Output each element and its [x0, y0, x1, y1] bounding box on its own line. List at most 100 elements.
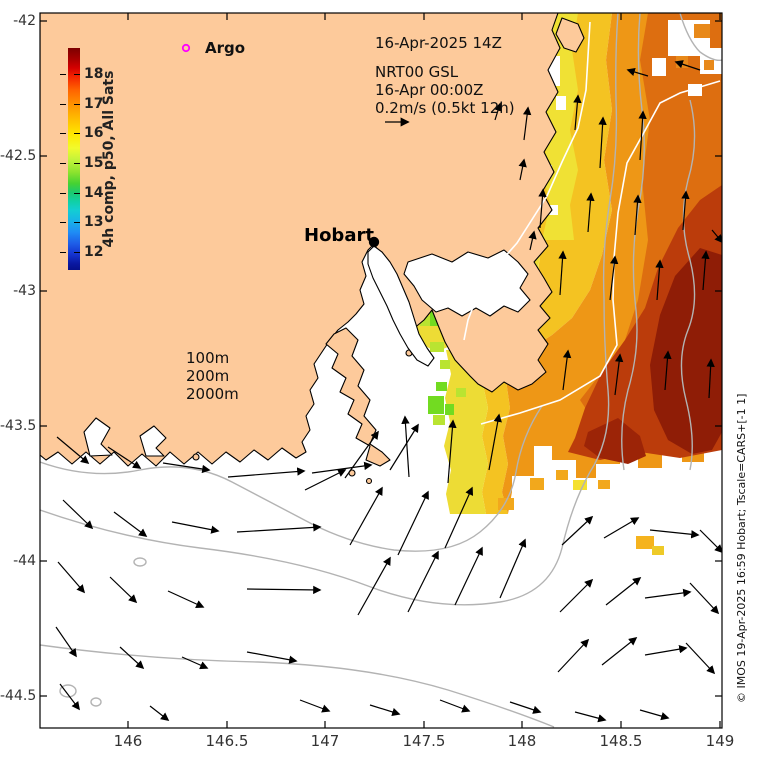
contour-100m-line — [40, 405, 543, 552]
small-island-2 — [365, 477, 373, 485]
current-arrow — [344, 430, 379, 479]
contour-200m-line — [40, 13, 619, 606]
current-arrow — [59, 683, 80, 711]
datetime-title: 16-Apr-2025 14Z — [375, 34, 502, 52]
current-arrow — [699, 529, 722, 554]
current-arrow — [639, 709, 670, 721]
current-arrow — [644, 588, 692, 599]
colorbar-tick-label-18: 18 — [84, 65, 104, 82]
current-arrow — [493, 102, 502, 121]
current-arrow — [149, 705, 170, 721]
current-arrow — [633, 194, 642, 236]
current-arrow — [614, 353, 624, 396]
current-arrow — [304, 469, 347, 491]
derwent-estuary — [367, 245, 435, 367]
sst-scattered-cells — [498, 470, 664, 555]
current-arrow — [706, 358, 715, 399]
west-inlet-1 — [83, 417, 113, 457]
current-arrow — [57, 561, 86, 594]
colorbar-tick-mark — [74, 133, 80, 135]
colorbar-tick-label-13: 13 — [84, 214, 104, 231]
bathymetry-contours — [40, 13, 722, 728]
depth-label-100m: 100m — [186, 349, 230, 367]
current-arrow — [55, 626, 77, 658]
current-arrow — [701, 250, 710, 291]
current-arrow — [167, 590, 205, 608]
current-arrow — [162, 462, 211, 474]
current-arrow — [299, 699, 331, 713]
current-arrow — [559, 578, 594, 613]
current-arrow — [626, 67, 649, 77]
contour-loop-2 — [90, 697, 102, 707]
plot-border — [39, 12, 723, 729]
model-name-label: NRT00 GSL — [375, 63, 459, 81]
current-arrow — [407, 550, 439, 613]
white-contour-coastal — [463, 21, 591, 341]
colorbar-tick-mark — [60, 103, 66, 105]
x-tick-label-147.5: 147.5 — [402, 732, 446, 750]
colorbar-tick-mark — [74, 252, 80, 254]
current-arrow — [601, 637, 638, 666]
current-arrow — [62, 499, 94, 530]
current-arrow — [509, 701, 542, 714]
y-tick-label--42.5: -42.5 — [0, 148, 37, 164]
current-arrow — [389, 423, 419, 471]
norfolk-bay — [403, 249, 531, 317]
depth-label-2000m: 2000m — [186, 385, 239, 403]
current-arrow — [357, 556, 391, 616]
colorbar-tick-label-16: 16 — [84, 125, 104, 142]
colorbar-tick-mark — [60, 133, 66, 135]
current-arrow — [711, 229, 722, 244]
current-arrow — [522, 106, 532, 141]
current-arrow — [609, 255, 619, 301]
x-tick-label-149: 149 — [705, 732, 735, 750]
colorbar-tick-label-14: 14 — [84, 184, 104, 201]
x-tick-label-146: 146 — [113, 732, 143, 750]
current-arrow — [499, 538, 527, 599]
colorbar-tick-label-17: 17 — [84, 95, 104, 112]
current-arrow — [349, 486, 383, 546]
current-arrow — [561, 515, 594, 546]
colorbar-tick-mark — [60, 73, 66, 75]
current-arrow — [638, 110, 647, 161]
current-arrow — [401, 415, 410, 478]
current-arrow — [246, 585, 322, 595]
current-arrow — [246, 651, 298, 664]
current-arrow — [227, 467, 306, 478]
colorbar-tick-mark — [74, 103, 80, 105]
current-arrow — [311, 461, 373, 474]
current-vector-arrows — [55, 60, 722, 723]
current-arrow — [605, 577, 642, 606]
current-arrow — [674, 60, 701, 71]
current-arrow — [488, 413, 502, 471]
bays — [83, 245, 531, 457]
y-tick-label--43: -43 — [13, 283, 36, 299]
current-arrow — [171, 521, 220, 534]
colorbar-tick-label-12: 12 — [84, 244, 104, 261]
y-tick-label--43.5: -43.5 — [0, 418, 37, 434]
axis-ticks — [40, 13, 722, 728]
current-arrow — [109, 576, 138, 604]
y-tick-label--42: -42 — [13, 13, 36, 29]
city-label-hobart: Hobart — [304, 225, 374, 246]
colorbar-tick-mark — [60, 192, 66, 194]
current-arrow — [518, 158, 527, 181]
credit-text: © IMOS 19-Apr-2025 16:59 Hobart; Tscale=… — [735, 393, 748, 703]
current-arrow — [56, 436, 90, 465]
x-tick-label-148: 148 — [507, 732, 537, 750]
current-arrow — [574, 711, 607, 723]
current-arrow — [557, 638, 590, 673]
current-arrow — [644, 645, 688, 656]
small-island-3 — [192, 453, 200, 461]
current-arrow — [369, 704, 401, 716]
colorbar-tick-mark — [60, 252, 66, 254]
colorbar-label: 4h comp, p50, All Sats — [101, 70, 117, 248]
current-arrow — [603, 517, 640, 539]
current-arrow — [528, 230, 537, 251]
current-arrow — [113, 511, 148, 537]
current-arrow — [586, 192, 595, 233]
maria-island — [555, 17, 585, 53]
current-arrow — [439, 699, 471, 713]
